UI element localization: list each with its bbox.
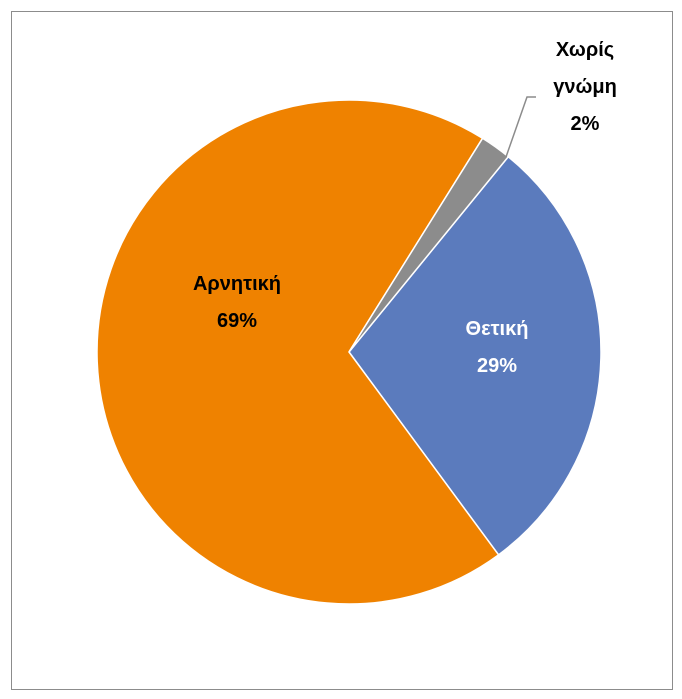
value-label: 2% bbox=[570, 113, 600, 135]
category-label: Χωρίς γνώμη bbox=[553, 39, 617, 98]
value-label: 29% bbox=[476, 355, 518, 377]
pie-slice bbox=[96, 99, 500, 605]
value-label: 69% bbox=[216, 310, 258, 332]
data-label: Αρνητική 69% bbox=[172, 266, 302, 340]
leader-line bbox=[505, 96, 536, 158]
data-label: Χωρίς γνώμη 2% bbox=[540, 32, 630, 143]
pie-slice bbox=[348, 137, 510, 353]
data-label: Θετική 29% bbox=[432, 311, 562, 385]
pie-slice bbox=[348, 155, 602, 556]
category-label: Θετική bbox=[465, 318, 529, 340]
category-label: Αρνητική bbox=[192, 273, 281, 295]
